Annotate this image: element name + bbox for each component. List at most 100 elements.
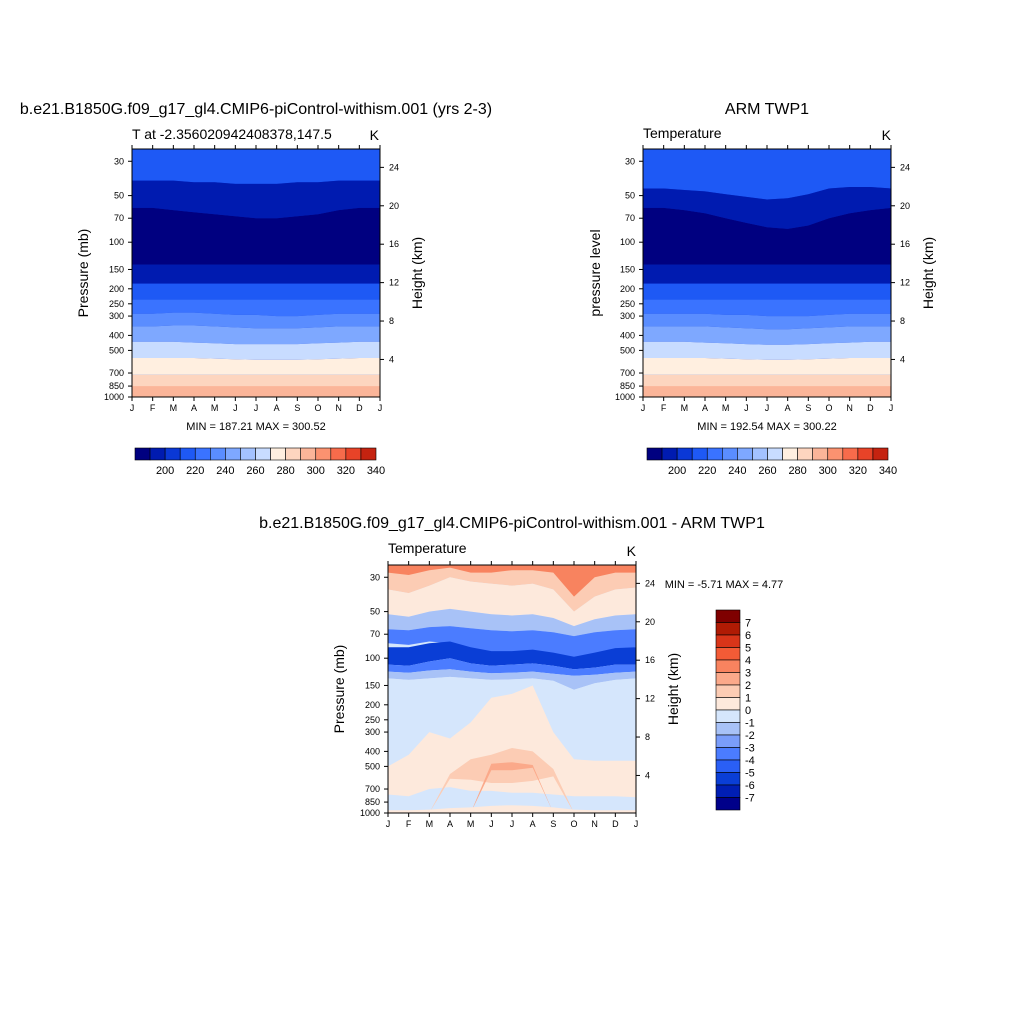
x-tick-label: M: [426, 819, 434, 829]
colorbar-swatch: [285, 447, 301, 461]
panel-diff-title: b.e21.B1850G.f09_g17_gl4.CMIP6-piControl…: [259, 515, 765, 532]
colorbar-swatch: [715, 672, 741, 686]
colorbar-swatch: [715, 709, 741, 723]
colorbar-label: -6: [745, 780, 755, 792]
colorbar-swatch: [179, 447, 196, 461]
contour-band: [388, 658, 636, 676]
colorbar-swatch: [661, 447, 678, 461]
colorbar-swatch: [715, 659, 741, 673]
y-tick-label: 200: [109, 284, 124, 294]
y-right-tick-label: 4: [389, 354, 394, 364]
panel-diff-ylabel: Pressure (mb): [331, 645, 347, 734]
x-tick-label: A: [447, 819, 453, 829]
y-tick-label: 300: [109, 311, 124, 321]
contour-band: [132, 299, 380, 317]
x-tick-label: J: [641, 403, 646, 413]
y-tick-label: 50: [625, 191, 635, 201]
y-tick-label: 250: [365, 715, 380, 725]
panel-model-units: K: [370, 127, 380, 143]
x-tick-label: J: [634, 819, 639, 829]
colorbar-swatch: [797, 447, 813, 461]
contour-band: [643, 264, 891, 284]
y-tick-label: 50: [370, 607, 380, 617]
colorbar-swatch: [715, 684, 741, 698]
y-tick-label: 30: [370, 572, 380, 582]
colorbar-label: -7: [745, 793, 755, 805]
y-right-tick-label: 16: [389, 239, 399, 249]
colorbar-swatch: [315, 447, 332, 461]
colorbar-swatch: [360, 447, 377, 461]
colorbar-swatch: [270, 447, 286, 461]
y-tick-label: 70: [370, 629, 380, 639]
x-tick-label: A: [274, 403, 280, 413]
contour-band: [643, 326, 891, 345]
contour-band: [643, 313, 891, 330]
panel-obs-contours: [643, 149, 891, 397]
y-tick-label: 700: [365, 784, 380, 794]
y-right-tick-label: 12: [900, 278, 910, 288]
contour-band: [132, 283, 380, 300]
colorbar-swatch: [255, 447, 271, 461]
colorbar-swatch: [240, 447, 256, 461]
contour-band: [132, 149, 380, 184]
contour-band: [388, 805, 636, 813]
y-tick-label: 1000: [104, 392, 124, 402]
x-tick-label: J: [233, 403, 238, 413]
colorbar-label: -1: [745, 718, 755, 730]
colorbar-swatch: [715, 772, 741, 786]
contour-band: [132, 325, 380, 345]
x-tick-label: J: [889, 403, 894, 413]
colorbar-label: 220: [186, 465, 204, 477]
y-tick-label: 100: [365, 653, 380, 663]
y-tick-label: 30: [625, 156, 635, 166]
x-tick-label: J: [254, 403, 259, 413]
colorbar-swatch: [722, 447, 738, 461]
x-tick-label: M: [467, 819, 475, 829]
colorbar-label: 240: [216, 465, 234, 477]
y-tick-label: 500: [365, 761, 380, 771]
colorbar-label: -2: [745, 730, 755, 742]
contour-band: [388, 641, 636, 670]
x-tick-label: A: [702, 403, 708, 413]
contour-band: [643, 358, 891, 375]
contour-band: [388, 669, 636, 690]
colorbar-label: 320: [849, 465, 867, 477]
x-tick-label: O: [825, 403, 832, 413]
panel-diff-units: K: [627, 543, 637, 559]
colorbar-swatch: [767, 447, 783, 461]
x-tick-label: J: [744, 403, 749, 413]
colorbar-label: 280: [276, 465, 294, 477]
colorbar-swatch: [345, 447, 362, 461]
contour-band: [643, 149, 891, 200]
panel-diff-ylabel-right: Height (km): [665, 653, 681, 725]
panel-obs-subtitle: Temperature: [643, 125, 722, 141]
y-tick-label: 400: [365, 746, 380, 756]
contour-band: [643, 386, 891, 397]
y-tick-label: 850: [620, 381, 635, 391]
panel-obs-ylabel: pressure level: [587, 229, 603, 316]
colorbar-swatch: [210, 447, 226, 461]
x-tick-label: M: [211, 403, 219, 413]
colorbar-swatch: [752, 447, 768, 461]
contour-band: [132, 180, 380, 219]
contour-band: [388, 685, 636, 798]
x-tick-label: A: [191, 403, 197, 413]
colorbar-swatch: [737, 447, 753, 461]
y-tick-label: 850: [365, 797, 380, 807]
x-tick-label: N: [591, 819, 598, 829]
panel-obs-ylabel-right: Height (km): [920, 237, 936, 309]
y-tick-label: 400: [620, 330, 635, 340]
panel-diff-contours: [388, 565, 636, 813]
y-tick-label: 70: [114, 213, 124, 223]
y-tick-label: 700: [620, 368, 635, 378]
y-tick-label: 500: [109, 345, 124, 355]
x-tick-label: J: [510, 819, 515, 829]
x-tick-label: J: [489, 819, 494, 829]
x-tick-label: F: [406, 819, 412, 829]
colorbar-label: 300: [819, 465, 837, 477]
colorbar-swatch: [134, 447, 151, 461]
x-tick-label: N: [846, 403, 853, 413]
colorbar-label: -4: [745, 755, 755, 767]
x-tick-label: F: [150, 403, 156, 413]
y-tick-label: 850: [109, 381, 124, 391]
